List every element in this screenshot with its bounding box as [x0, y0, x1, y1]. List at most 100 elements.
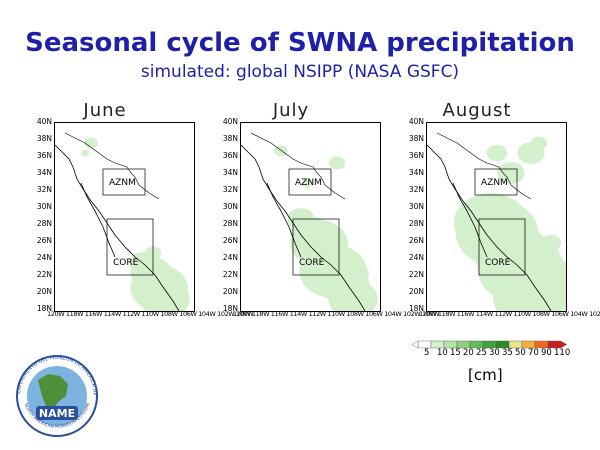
- precip-contour: [301, 178, 313, 188]
- colorbar-cell: [482, 340, 497, 349]
- lat-tick-label: 30N: [222, 202, 238, 211]
- lat-tick-label: 40N: [36, 117, 52, 126]
- lat-tick-label: 28N: [222, 219, 238, 228]
- lon-axis: 120W 118W 116W 114W 112W 110W 108W 106W …: [233, 310, 440, 318]
- lat-tick-label: 32N: [408, 185, 424, 194]
- precip-contour: [530, 136, 548, 150]
- colorbar-tick-label: 70: [528, 348, 539, 358]
- colorbar-tick-label: 50: [515, 348, 526, 358]
- precip-contour: [540, 234, 562, 252]
- lat-tick-label: 22N: [36, 270, 52, 279]
- lat-tick-label: 34N: [408, 168, 424, 177]
- lat-tick-label: 22N: [222, 270, 238, 279]
- aznm-label: AZNM: [109, 178, 136, 188]
- precip-contour: [463, 193, 511, 233]
- colorbar-cell: [456, 340, 471, 349]
- colorbar-unit: [cm]: [468, 366, 503, 384]
- lon-axis: 120W 118W 116W 114W 112W 110W 108W 106W …: [419, 310, 600, 318]
- precip-contour: [328, 156, 346, 170]
- colorbar-tick-label: 10: [437, 348, 448, 358]
- colorbar-tick-label: 20: [463, 348, 474, 358]
- colorbar-tick-label: 110: [554, 348, 571, 358]
- colorbar-cell: [495, 340, 510, 349]
- lat-tick-label: 28N: [408, 219, 424, 228]
- lat-tick-label: 24N: [36, 253, 52, 262]
- name-logo: NAME EXPERIMENTO DEL MONZON DE AMERICA D…: [12, 350, 98, 437]
- precip-contour: [497, 162, 525, 184]
- lat-tick-label: 30N: [36, 202, 52, 211]
- lat-tick-label: 18N: [222, 304, 238, 313]
- map-svg: AZNM CORE: [55, 132, 190, 311]
- core-box: [106, 218, 154, 276]
- precip-map: AZNM CORE: [54, 122, 195, 312]
- colorbar-min-arrow: [412, 340, 419, 349]
- lat-tick-label: 18N: [36, 304, 52, 313]
- lat-tick-label: 28N: [36, 219, 52, 228]
- lat-tick-label: 26N: [36, 236, 52, 245]
- colorbar-tick-label: 90: [541, 348, 552, 358]
- lat-tick-label: 32N: [222, 185, 238, 194]
- page-title: Seasonal cycle of SWNA precipitation: [25, 28, 575, 58]
- precip-contour: [352, 266, 370, 280]
- lat-tick-label: 36N: [36, 151, 52, 160]
- colorbar-cell: [443, 340, 458, 349]
- page-subtitle: simulated: global NSIPP (NASA GSFC): [140, 62, 460, 82]
- colorbar-tick-label: 30: [489, 348, 500, 358]
- colorbar-cell: [430, 340, 445, 349]
- panel-title: June: [83, 100, 127, 121]
- lat-tick-label: 36N: [222, 151, 238, 160]
- precip-contour: [274, 145, 288, 157]
- precip-map: AZNM CORE: [426, 122, 567, 312]
- lat-tick-label: 32N: [36, 185, 52, 194]
- colorbar-tick-label: 25: [476, 348, 487, 358]
- core-box: [292, 218, 340, 276]
- panel-title: July: [272, 100, 310, 121]
- lat-tick-label: 34N: [222, 168, 238, 177]
- lat-tick-label: 38N: [408, 134, 424, 143]
- lat-tick-label: 24N: [222, 253, 238, 262]
- precip-map: AZNM CORE: [240, 122, 381, 312]
- precip-contour: [81, 149, 89, 157]
- colorbar-cell: [417, 340, 432, 349]
- aznm-box: [102, 168, 146, 196]
- aznm-box: [288, 168, 332, 196]
- lat-tick-label: 38N: [36, 134, 52, 143]
- precip-contour: [153, 272, 181, 294]
- colorbar-cell: [508, 340, 523, 349]
- panel-august: August 40N 38N 36N 34N 32N 30N 28N 26N 24N 22N 20N…: [382, 100, 600, 318]
- lat-tick-label: 18N: [408, 304, 424, 313]
- core-label: CORE: [113, 258, 139, 268]
- precip-contour: [328, 279, 378, 311]
- lat-tick-label: 40N: [222, 117, 238, 126]
- core-label: CORE: [485, 258, 511, 268]
- precip-contour: [486, 144, 508, 162]
- lat-tick-label: 26N: [408, 236, 424, 245]
- colorbar-tick-label: 5: [424, 348, 430, 358]
- colorbar: [412, 340, 567, 349]
- lat-tick-label: 20N: [222, 287, 238, 296]
- lat-tick-label: 26N: [222, 236, 238, 245]
- colorbar-tick-label: 15: [450, 348, 461, 358]
- colorbar-cell: [534, 340, 549, 349]
- colorbar-max-arrow: [561, 341, 567, 348]
- aznm-label: AZNM: [295, 178, 322, 188]
- logo-name: NAME: [39, 407, 75, 420]
- lat-tick-label: 40N: [408, 117, 424, 126]
- colorbar-tick-label: 35: [502, 348, 513, 358]
- colorbar-cell: [547, 340, 562, 349]
- lat-tick-label: 34N: [36, 168, 52, 177]
- lat-tick-label: 30N: [408, 202, 424, 211]
- lat-tick-label: 20N: [36, 287, 52, 296]
- colorbar-cell: [469, 340, 484, 349]
- colorbar-cell: [521, 340, 536, 349]
- lat-tick-label: 38N: [222, 134, 238, 143]
- map-svg: AZNM CORE: [241, 132, 378, 311]
- panel-june: June 40N 38N 36N 34N 32N 30N 28N 26N 24N 22N 20N 18…: [10, 100, 254, 318]
- panel-july: July 40N 38N 36N 34N 32N 30N 28N 26N 24N 22N 20N 18…: [196, 100, 440, 318]
- core-box: [478, 218, 526, 276]
- lat-tick-label: 24N: [408, 253, 424, 262]
- lon-axis: 120W 118W 116W 114W 112W 110W 108W 106W …: [47, 310, 254, 318]
- panel-title: August: [442, 100, 512, 121]
- core-label: CORE: [299, 258, 325, 268]
- precip-contour: [84, 137, 98, 149]
